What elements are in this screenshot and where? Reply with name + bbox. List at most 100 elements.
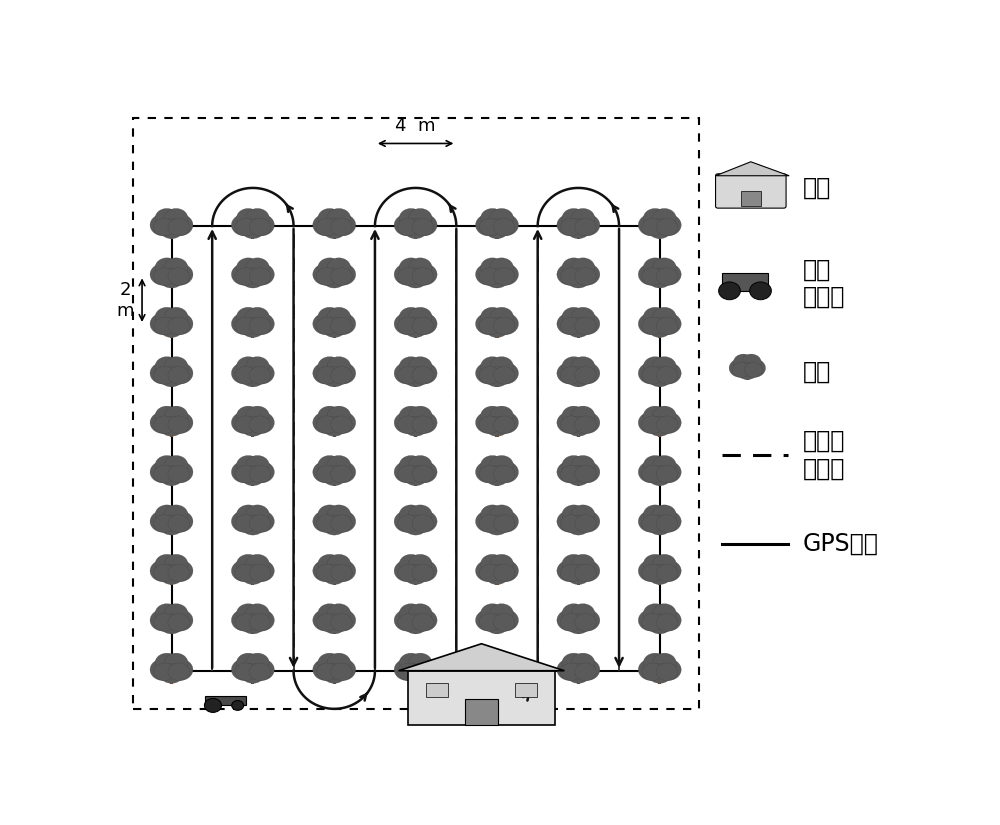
Circle shape [394,461,421,483]
Circle shape [408,554,432,573]
Circle shape [643,356,667,376]
Circle shape [734,356,760,377]
Circle shape [644,606,675,631]
Circle shape [399,209,423,228]
Circle shape [412,663,434,681]
Circle shape [653,258,676,277]
Circle shape [643,258,667,277]
Bar [577,477,580,486]
Circle shape [566,465,591,486]
Circle shape [566,663,591,683]
Circle shape [643,455,667,474]
Circle shape [573,461,600,483]
Circle shape [155,406,179,426]
Circle shape [168,663,189,681]
Circle shape [566,564,591,584]
Circle shape [653,356,676,376]
Circle shape [246,258,269,277]
Bar [495,477,499,486]
Circle shape [563,309,594,334]
Circle shape [150,313,177,335]
Circle shape [644,309,675,334]
Circle shape [737,362,758,380]
Circle shape [318,653,341,672]
Bar [658,576,661,585]
Circle shape [643,604,667,623]
Bar [658,328,661,338]
Circle shape [573,412,600,433]
Bar [251,674,254,684]
Circle shape [656,515,678,532]
Circle shape [399,604,423,623]
Bar [251,229,254,239]
Bar [577,674,580,684]
Bar [333,625,336,634]
Circle shape [248,659,274,681]
Circle shape [412,465,434,483]
Bar [577,526,580,535]
Bar [333,378,336,387]
Bar [133,118,698,709]
Circle shape [246,406,269,426]
Circle shape [331,515,352,532]
Circle shape [493,219,515,236]
Bar [414,674,417,684]
Circle shape [399,258,423,277]
Circle shape [411,560,437,582]
Bar [170,328,173,338]
Circle shape [479,267,501,285]
Circle shape [743,359,766,377]
Circle shape [655,511,681,532]
Circle shape [643,307,667,327]
Circle shape [327,209,351,228]
Circle shape [248,362,274,384]
Bar [170,477,173,486]
Circle shape [237,209,260,228]
Circle shape [327,258,351,277]
Circle shape [248,461,274,483]
Circle shape [750,282,771,299]
Circle shape [644,210,675,235]
Text: 移动
机器人: 移动 机器人 [803,257,846,309]
Circle shape [481,209,504,228]
Bar [333,576,336,585]
Circle shape [249,564,271,582]
Circle shape [238,556,268,582]
Circle shape [322,564,347,584]
Circle shape [412,515,434,532]
Circle shape [575,614,596,631]
Circle shape [481,406,504,426]
Bar [414,328,417,338]
Circle shape [154,317,175,335]
Circle shape [331,465,352,483]
Bar [251,526,254,535]
Circle shape [566,268,591,288]
Circle shape [155,505,179,524]
Circle shape [150,560,177,582]
Circle shape [241,318,265,337]
Circle shape [313,610,339,631]
Bar [658,477,661,486]
Circle shape [412,564,434,582]
Circle shape [642,267,663,285]
Circle shape [238,408,268,433]
Circle shape [490,209,513,228]
Circle shape [159,416,184,436]
Circle shape [231,560,258,582]
Bar [495,279,499,289]
Circle shape [566,318,591,337]
Circle shape [485,416,509,436]
Circle shape [492,263,518,285]
Circle shape [241,219,265,238]
Circle shape [571,258,595,277]
Circle shape [655,461,681,483]
Circle shape [476,560,502,582]
Circle shape [411,362,437,384]
Circle shape [164,653,188,672]
Circle shape [412,267,434,285]
Circle shape [412,317,434,335]
Circle shape [156,606,187,631]
Circle shape [638,412,665,433]
Circle shape [642,614,663,631]
Circle shape [482,457,512,483]
